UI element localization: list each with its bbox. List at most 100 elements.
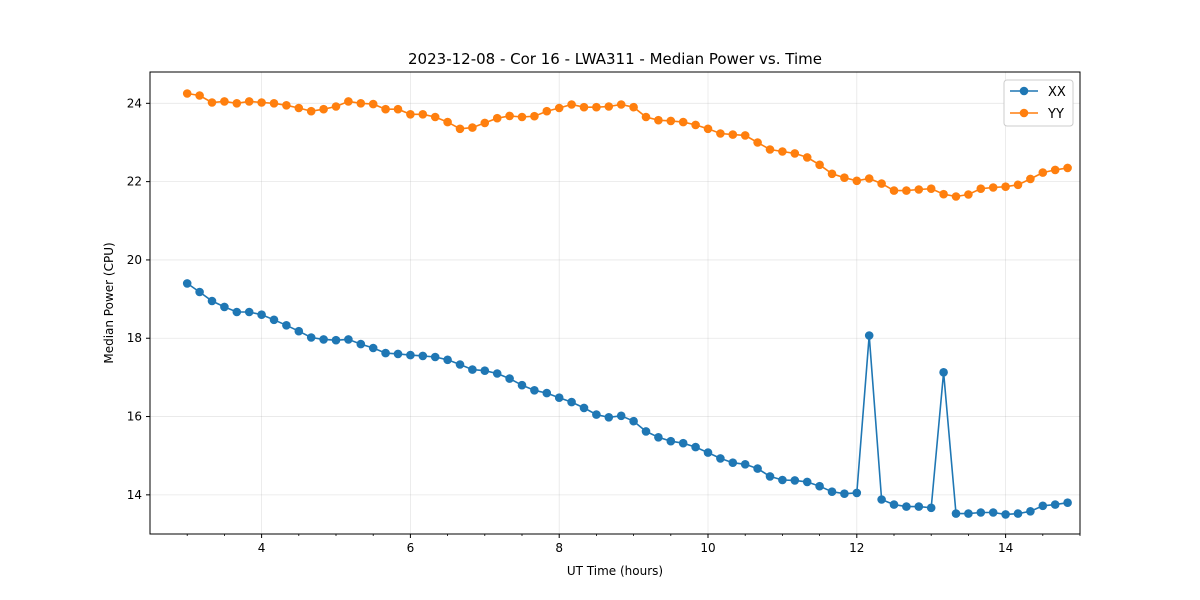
data-point-xx	[282, 321, 291, 330]
data-point-yy	[840, 173, 849, 182]
data-point-xx	[852, 488, 862, 498]
data-point-xx	[257, 310, 266, 320]
data-point-xx	[1038, 501, 1048, 511]
data-point-yy	[852, 176, 862, 186]
data-point-xx	[654, 433, 663, 442]
data-point-yy	[703, 124, 713, 134]
data-point-xx	[244, 307, 254, 317]
data-point-xx	[381, 348, 390, 358]
data-point-yy	[294, 103, 304, 113]
data-point-xx	[864, 331, 874, 340]
data-point-yy	[1026, 174, 1035, 184]
data-point-xx	[517, 380, 527, 390]
data-point-xx	[269, 315, 279, 325]
data-point-xx	[976, 508, 986, 517]
grid	[150, 72, 1080, 534]
data-point-xx	[964, 509, 973, 518]
data-point-yy	[864, 174, 874, 183]
data-point-yy	[678, 117, 688, 127]
axes: 4 6 8 10 12 14 14 16 18 20 22 24	[127, 96, 1081, 555]
data-point-yy	[592, 102, 601, 112]
data-point-xx	[1063, 498, 1072, 508]
data-point-xx	[703, 448, 713, 457]
data-point-yy	[976, 184, 986, 193]
data-point-xx	[306, 333, 316, 342]
y-tick-label: 14	[127, 488, 142, 502]
data-point-yy	[505, 111, 514, 121]
series-yy	[182, 89, 1072, 201]
data-point-xx	[480, 366, 490, 376]
data-point-xx	[604, 413, 614, 422]
data-point-yy	[344, 97, 353, 106]
data-point-yy	[542, 106, 552, 116]
data-point-yy	[480, 118, 490, 128]
data-point-yy	[430, 112, 440, 122]
data-point-yy	[554, 103, 564, 113]
data-point-yy	[654, 115, 663, 125]
data-point-yy	[753, 138, 762, 147]
data-point-xx	[988, 508, 998, 517]
y-tick-label: 18	[127, 331, 142, 345]
data-point-xx	[530, 386, 539, 395]
x-tick-label: 10	[700, 541, 715, 555]
data-point-xx	[939, 368, 948, 377]
data-point-xx	[716, 454, 725, 463]
data-point-xx	[802, 477, 812, 487]
data-point-xx	[418, 351, 428, 361]
data-point-yy	[728, 130, 738, 139]
data-point-xx	[827, 487, 837, 497]
x-tick-label: 4	[258, 541, 266, 555]
data-point-yy	[802, 153, 812, 162]
data-point-xx	[430, 352, 440, 362]
series-line-yy	[187, 92, 1068, 198]
data-point-xx	[914, 502, 924, 511]
data-point-xx	[232, 307, 242, 317]
data-point-yy	[331, 102, 341, 111]
data-point-yy	[951, 192, 961, 201]
data-point-yy	[926, 184, 936, 193]
data-point-yy	[827, 169, 837, 179]
data-point-yy	[269, 99, 279, 108]
data-point-xx	[889, 500, 899, 509]
y-axis-label: Median Power (CPU)	[102, 242, 116, 363]
data-point-xx	[443, 355, 452, 365]
data-point-yy	[468, 123, 477, 132]
data-point-yy	[220, 97, 229, 106]
data-point-yy	[1050, 165, 1060, 175]
legend-marker-yy	[1019, 108, 1029, 118]
data-point-xx	[765, 472, 775, 481]
legend-label-xx: XX	[1048, 85, 1066, 100]
data-point-xx	[1001, 510, 1010, 519]
data-point-xx	[815, 481, 824, 491]
data-point-xx	[468, 365, 477, 374]
data-point-yy	[988, 183, 998, 192]
legend: XX YY	[1003, 79, 1074, 127]
data-point-xx	[1026, 507, 1035, 516]
data-point-yy	[306, 106, 316, 116]
data-point-yy	[257, 98, 266, 107]
data-point-yy	[790, 149, 800, 158]
data-point-xx	[319, 335, 328, 344]
data-point-xx	[406, 350, 415, 360]
data-point-yy	[492, 113, 502, 123]
x-tick-label: 6	[407, 541, 415, 555]
data-point-yy	[778, 147, 787, 156]
x-tick-label: 14	[998, 541, 1013, 555]
y-tick-label: 20	[127, 253, 142, 267]
data-point-yy	[765, 145, 775, 154]
data-point-xx	[344, 335, 353, 344]
data-point-xx	[542, 388, 552, 398]
data-point-yy	[902, 186, 911, 195]
data-point-yy	[616, 100, 626, 109]
data-point-xx	[567, 397, 576, 407]
data-point-xx	[666, 436, 676, 446]
data-point-yy	[629, 102, 638, 112]
x-tick-label: 8	[555, 541, 563, 555]
data-point-xx	[220, 302, 229, 312]
data-point-yy	[604, 102, 614, 111]
plot-series	[182, 89, 1072, 519]
data-point-yy	[579, 102, 589, 112]
data-point-yy	[877, 179, 886, 188]
data-point-xx	[592, 410, 601, 419]
